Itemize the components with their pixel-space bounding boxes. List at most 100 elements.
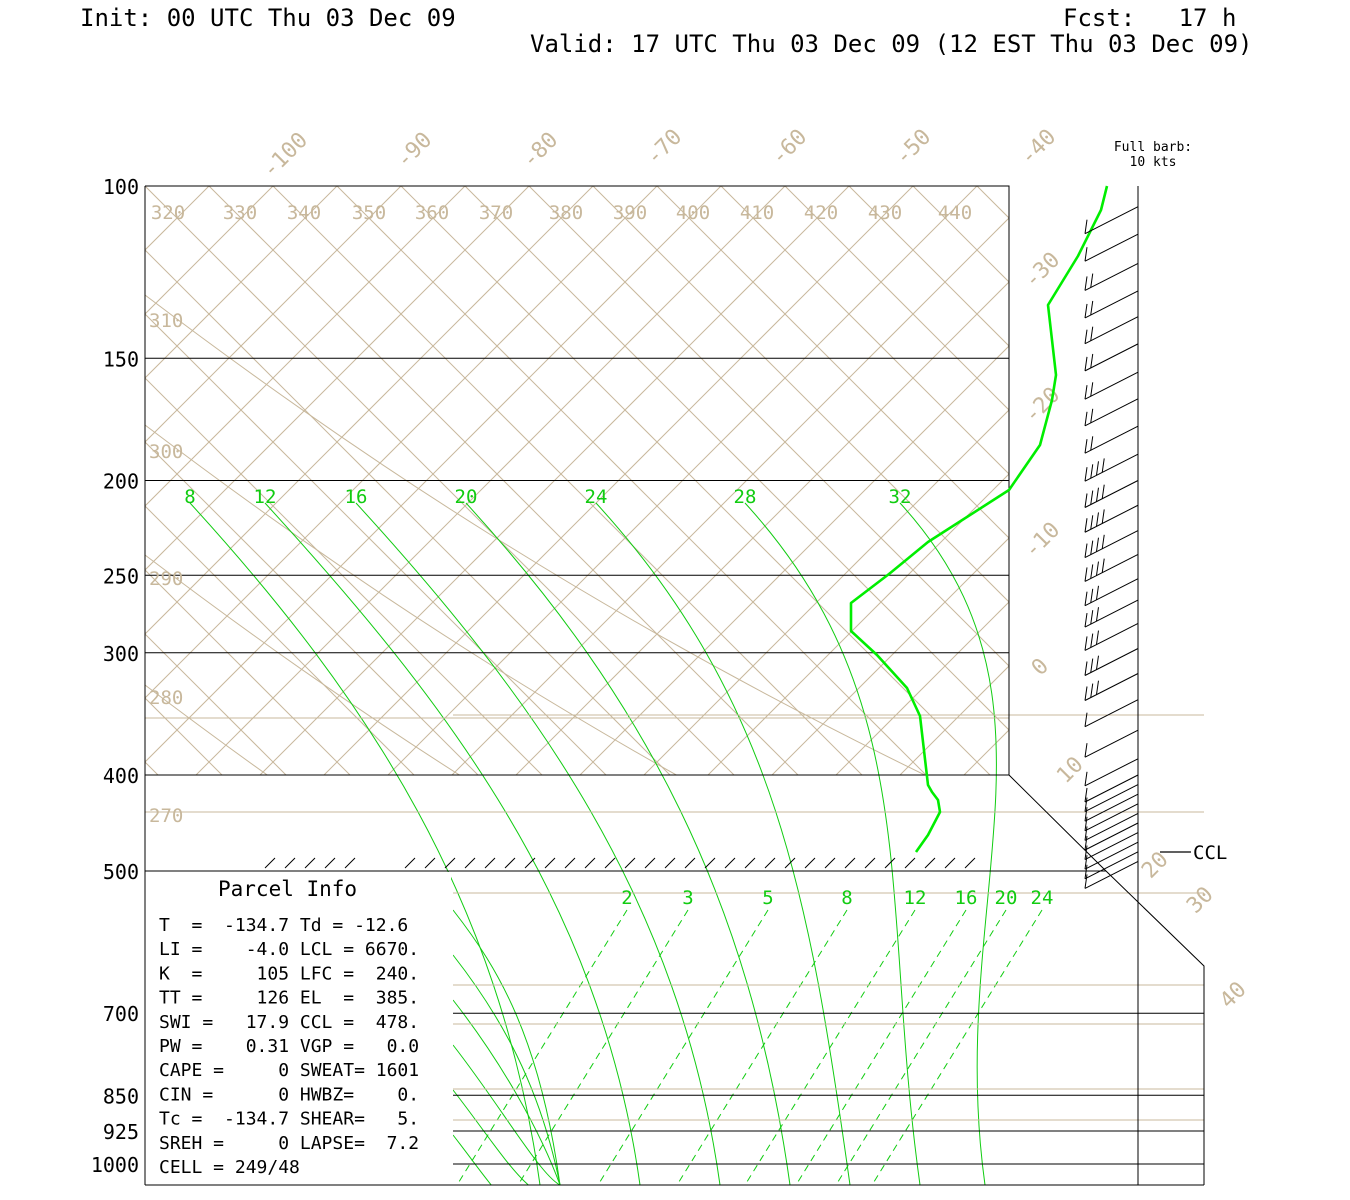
isotherm-label: -60 [767, 125, 813, 171]
parcel-info-row: CAPE = 0 SWEAT= 1601 [159, 1060, 419, 1081]
dry-adiabat-label: 410 [740, 202, 774, 224]
wind-barb [1084, 316, 1139, 345]
barb-staff [1084, 371, 1139, 400]
hatch-mark [324, 857, 336, 869]
barb-feather [1084, 303, 1088, 318]
barb-feather [1084, 712, 1088, 727]
hatch-mark [864, 857, 876, 869]
barb-staff [1084, 599, 1139, 628]
moist-adiabat-label: 12 [254, 486, 277, 508]
dry-adiabat-label: 430 [868, 202, 902, 224]
mixing-ratio-line [835, 909, 1007, 1186]
isotherm-label: -40 [1016, 125, 1062, 171]
hatch-mark [584, 857, 596, 869]
hatch-mark [824, 857, 836, 869]
barb-staff [1084, 504, 1139, 533]
wind-barb [1084, 599, 1139, 628]
wind-barb [1084, 648, 1139, 676]
dry-adiabat [835, 601, 1009, 775]
temperature-profile [849, 185, 1109, 853]
barb-feather [1084, 855, 1088, 870]
parcel-info-row: K = 105 LFC = 240. [159, 963, 419, 984]
barb-feather [1090, 658, 1094, 673]
moist-adiabat-labels: 8 12 16 20 24 28 32 [184, 486, 911, 508]
hatch-mark [844, 857, 856, 869]
barb-feather [1090, 490, 1094, 505]
barb-staff [1084, 343, 1139, 372]
dry-adiabat-label: 390 [613, 202, 647, 224]
barb-feather [1084, 467, 1088, 482]
wind-barb [1084, 812, 1139, 841]
barb-feather [1084, 874, 1088, 889]
hatch-mark [904, 857, 916, 869]
barb-staff [1084, 553, 1139, 582]
wind-barb [1084, 673, 1139, 701]
barb-staff [1084, 578, 1139, 607]
dry-adiabat-label: 350 [352, 202, 386, 224]
hatch-marks [264, 857, 976, 869]
wind-barbs [1084, 206, 1139, 889]
isotherm [848, 186, 1009, 347]
hatch-mark [564, 857, 576, 869]
moist-adiabat-label: 32 [889, 486, 912, 508]
wind-barb [1084, 343, 1139, 372]
mixing-ratio-label: 5 [762, 887, 773, 909]
parcel-info-row: TT = 126 EL = 385. [159, 988, 419, 1009]
pressure-label-250: 250 [103, 564, 139, 588]
parcel-info-row: CIN = 0 HWBZ= 0. [159, 1084, 419, 1105]
mixing-ratio-lines [456, 909, 1043, 1186]
dry-adiabat-label: 380 [549, 202, 583, 224]
wind-barb [1084, 860, 1139, 889]
mixing-ratio-label: 12 [904, 887, 927, 909]
moist-adiabat [355, 502, 721, 1186]
dry-adiabat-curve [145, 684, 269, 775]
pressure-label-100: 100 [103, 175, 139, 199]
moist-adiabat-lower [453, 909, 561, 1185]
hatch-mark [704, 857, 716, 869]
barb-feather [1084, 661, 1088, 676]
barb-staff [1084, 812, 1139, 841]
dry-adiabat [1220, 186, 1350, 775]
pressure-label-150: 150 [103, 347, 139, 371]
barb-feather [1090, 273, 1094, 288]
mixing-ratio-line [456, 909, 628, 1186]
hatch-mark [484, 857, 496, 869]
dry-adiabat [0, 186, 81, 775]
moist-adiabat [264, 502, 641, 1186]
barb-feather [1084, 686, 1088, 701]
valid-time: Valid: 17 UTC Thu 03 Dec 09 (12 EST Thu … [530, 30, 1253, 58]
barb-feather [1095, 680, 1099, 695]
dry-adiabat [145, 186, 274, 315]
barb-feather [1095, 537, 1099, 552]
barb-feather [1090, 464, 1094, 479]
barb-staff [1084, 263, 1139, 291]
barb-feather [1090, 633, 1094, 648]
barb-staff [1084, 453, 1139, 482]
mixing-ratio-line [795, 909, 967, 1186]
barb-feather [1084, 826, 1088, 841]
wind-barb [1084, 425, 1139, 454]
hatch-mark [444, 857, 456, 869]
isotherm [1233, 186, 1350, 775]
barb-feather [1084, 807, 1088, 822]
isotherm-label: 40 [1215, 977, 1251, 1013]
barb-feather [1090, 564, 1094, 579]
dry-adiabat [1156, 186, 1350, 775]
wind-barb [1084, 793, 1139, 822]
parcel-info-row: SWI = 17.9 CCL = 478. [159, 1012, 419, 1033]
right-frame [1008, 774, 1205, 1185]
barb-feather [1084, 543, 1088, 558]
barb-feather [1090, 300, 1094, 316]
wind-barb [1084, 774, 1139, 803]
barb-staff [1084, 729, 1139, 758]
barb-feather [1090, 540, 1094, 555]
barb-feather [1084, 385, 1088, 400]
barb-staff [1084, 758, 1139, 787]
barb-legend: Full barb: 10 kts [1114, 140, 1192, 170]
moist-adiabat-label: 24 [585, 486, 608, 508]
parcel-info-background [146, 872, 451, 1184]
wind-barb [1084, 784, 1139, 813]
barb-feather [1084, 797, 1088, 812]
pressure-label-200: 200 [103, 470, 139, 494]
moist-adiabat [744, 502, 921, 1186]
